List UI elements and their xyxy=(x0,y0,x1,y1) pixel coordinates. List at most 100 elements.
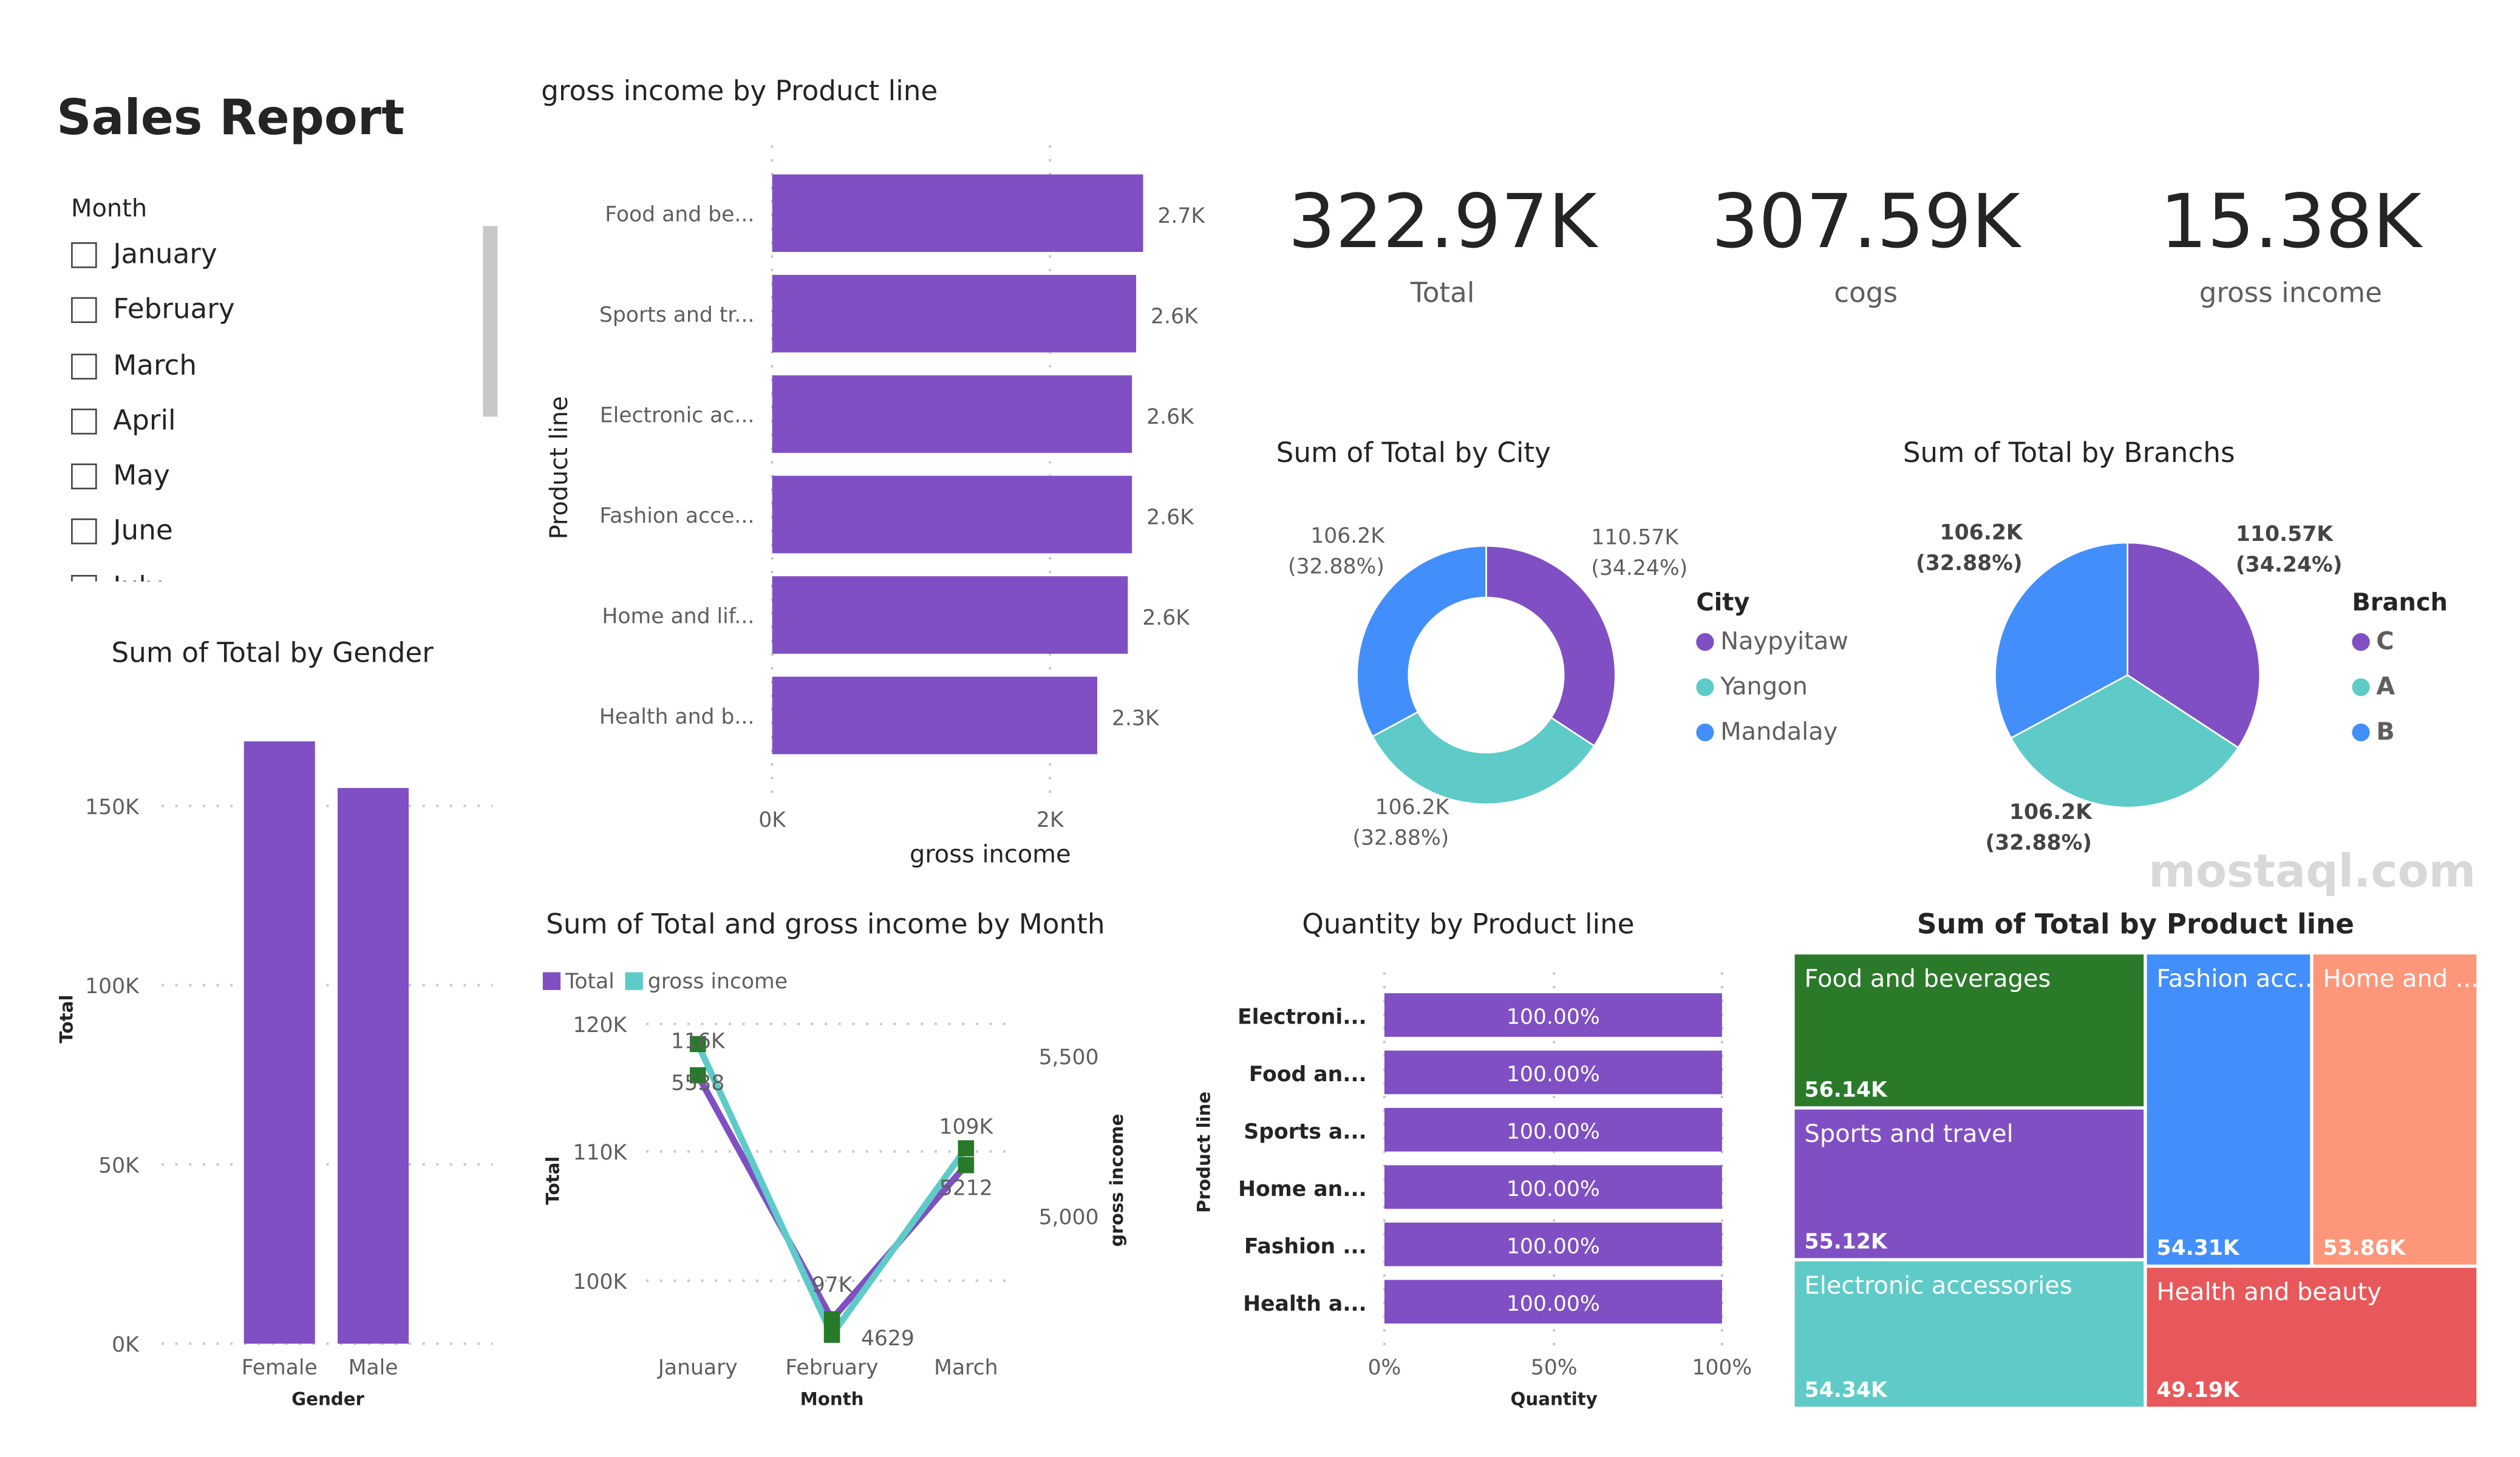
slicer-item-label: June xyxy=(113,515,173,549)
slicer-item-february[interactable]: February xyxy=(71,290,458,331)
treemap-cell[interactable]: Food and beverages 56.14K xyxy=(1794,954,2144,1107)
data-marker[interactable] xyxy=(823,1311,840,1328)
treemap-cell[interactable]: Health and beauty 49.19K xyxy=(2147,1268,2477,1407)
bar[interactable] xyxy=(772,274,1137,353)
bar[interactable] xyxy=(1384,993,1722,1037)
branch-chart-title: Sum of Total by Branchs xyxy=(1902,437,2235,470)
data-label: 2.6K xyxy=(1151,305,1199,329)
kpi-cogs-value: 307.59K xyxy=(1711,177,2020,265)
legend-item-a[interactable]: A xyxy=(2352,672,2447,701)
legend-label-gross-income: gross income xyxy=(648,970,788,994)
bar[interactable] xyxy=(772,676,1097,755)
data-marker[interactable] xyxy=(689,1036,706,1053)
bar[interactable] xyxy=(1384,1050,1722,1095)
slicer-item-march[interactable]: March xyxy=(71,345,458,387)
data-label-value: 106.2K xyxy=(1375,795,1450,820)
slicer-scrollbar[interactable] xyxy=(483,226,498,417)
checkbox[interactable] xyxy=(71,297,97,324)
slice-mandalay[interactable] xyxy=(1356,545,1487,738)
legend-item-mandalay[interactable]: Mandalay xyxy=(1696,717,1848,746)
data-marker[interactable] xyxy=(958,1140,975,1156)
data-label-value: 106.2K xyxy=(1940,521,2023,545)
slice-naypyitaw[interactable] xyxy=(1485,545,1616,747)
bar[interactable] xyxy=(1384,1165,1722,1209)
checkbox[interactable] xyxy=(71,574,97,582)
treemap-cell-label: Fashion acc... xyxy=(2156,964,2321,994)
y-tick-label: Health a... xyxy=(1243,1292,1367,1316)
kpi-total-value: 322.97K xyxy=(1288,177,1597,265)
slicer-item-label: February xyxy=(113,294,235,327)
bar-male[interactable] xyxy=(338,787,409,1344)
branch-legend: Branch C A B xyxy=(2352,588,2448,762)
y-tick-label: Food an... xyxy=(1249,1062,1367,1087)
legend-item-b[interactable]: B xyxy=(2352,717,2447,746)
bar[interactable] xyxy=(1384,1280,1722,1324)
y-tick-label: 120K xyxy=(573,1013,628,1038)
data-label-percent: (32.88%) xyxy=(1916,551,2023,576)
treemap-cell-value: 49.19K xyxy=(2156,1379,2239,1404)
month-slicer[interactable]: January February March April May June July xyxy=(71,234,458,582)
kpi-gross-income-value: 15.38K xyxy=(2159,177,2422,265)
legend-swatch-gross-income xyxy=(625,972,643,990)
slicer-item-may[interactable]: May xyxy=(71,456,458,498)
legend-label: Naypyitaw xyxy=(1720,627,1848,656)
treemap-cell[interactable]: Fashion acc... 54.31K xyxy=(2147,954,2320,1265)
treemap-cell-value: 53.86K xyxy=(2323,1237,2406,1262)
legend-item-c[interactable]: C xyxy=(2352,627,2447,656)
data-marker[interactable] xyxy=(689,1067,706,1084)
slicer-item-june[interactable]: June xyxy=(71,511,458,553)
page-title: Sales Report xyxy=(56,90,405,148)
treemap-cell-value: 55.12K xyxy=(1804,1231,1887,1255)
checkbox[interactable] xyxy=(71,353,97,379)
bar-female[interactable] xyxy=(243,741,315,1344)
slicer-item-january[interactable]: January xyxy=(71,234,458,276)
legend-swatch-total xyxy=(542,972,561,990)
city-chart-title: Sum of Total by City xyxy=(1276,437,1551,470)
legend-item-naypyitaw[interactable]: Naypyitaw xyxy=(1696,627,1848,656)
slicer-item-july[interactable]: July xyxy=(71,566,458,582)
checkbox[interactable] xyxy=(71,408,97,435)
checkbox[interactable] xyxy=(71,464,97,490)
watermark-logo: mostaql.com xyxy=(2148,844,2476,898)
data-label-value: 106.2K xyxy=(2009,800,2093,824)
x-tick-label: 0% xyxy=(1367,1356,1401,1380)
x-tick-label: 0K xyxy=(758,808,786,832)
x-axis-title: Month xyxy=(800,1388,864,1409)
bar[interactable] xyxy=(772,475,1132,554)
treemap-cell[interactable]: Sports and travel 55.12K xyxy=(1794,1109,2144,1258)
treemap-cell[interactable]: Home and ... 53.86K xyxy=(2313,954,2479,1265)
data-label: 4629 xyxy=(861,1326,914,1351)
legend-label: A xyxy=(2376,671,2396,701)
legend-dot-icon xyxy=(1696,677,1714,696)
bar[interactable] xyxy=(772,375,1132,453)
bar[interactable] xyxy=(772,174,1143,253)
slice-yangon[interactable] xyxy=(1371,710,1596,806)
y-tick-label: Health and b... xyxy=(599,705,755,729)
bar[interactable] xyxy=(1384,1222,1722,1266)
x-axis-title: gross income xyxy=(910,841,1071,869)
slicer-item-label: July xyxy=(113,571,162,582)
checkbox[interactable] xyxy=(71,519,97,545)
y-tick-label: Sports a... xyxy=(1244,1120,1366,1144)
slice-b[interactable] xyxy=(1994,542,2128,739)
y-tick-label: 100K xyxy=(85,974,140,999)
x-tick-label: 50% xyxy=(1531,1356,1578,1380)
bar[interactable] xyxy=(772,576,1128,654)
treemap-cell[interactable]: Electronic accessories 54.34K xyxy=(1794,1261,2144,1407)
y-axis-title: Product line xyxy=(545,396,573,539)
y-tick-label: 110K xyxy=(573,1141,628,1165)
data-label: 2.7K xyxy=(1157,204,1205,228)
data-marker[interactable] xyxy=(958,1156,975,1173)
legend-label: Yangon xyxy=(1720,671,1808,701)
checkbox[interactable] xyxy=(71,242,97,268)
legend-item-yangon[interactable]: Yangon xyxy=(1696,672,1848,701)
y-tick-label: Electroni... xyxy=(1238,1005,1367,1030)
slicer-item-april[interactable]: April xyxy=(71,400,458,442)
bar[interactable] xyxy=(1384,1107,1722,1152)
y-tick-label: Fashion acce... xyxy=(599,504,754,528)
y-tick-label: 0K xyxy=(112,1333,140,1357)
legend-title: Branch xyxy=(2352,588,2448,617)
data-marker[interactable] xyxy=(823,1326,840,1343)
